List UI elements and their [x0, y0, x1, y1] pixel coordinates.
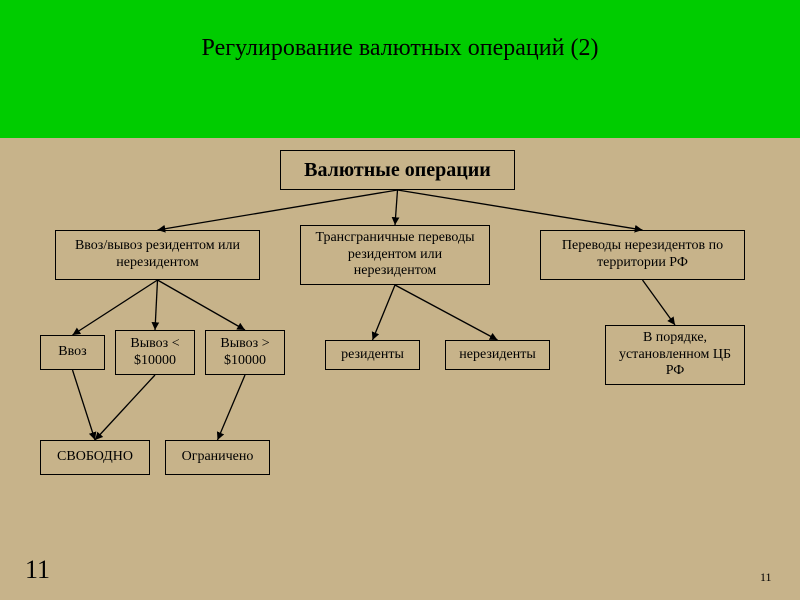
diagram-node-n1a: Ввоз — [40, 335, 105, 370]
diagram-node-n3: Переводы нерезидентов по территории РФ — [540, 230, 745, 280]
diagram-node-n3a: В порядке, установленном ЦБ РФ — [605, 325, 745, 385]
diagram-node-n2b: нерезиденты — [445, 340, 550, 370]
edge-n1-n1a — [73, 280, 158, 335]
edge-n2-n2a — [373, 285, 396, 340]
edge-root-n1 — [158, 190, 398, 230]
diagram-node-free: СВОБОДНО — [40, 440, 150, 475]
edge-n3-n3a — [643, 280, 676, 325]
edge-n1-n1c — [158, 280, 246, 330]
edge-n1b-free — [95, 375, 155, 440]
page-number-large: 11 — [25, 555, 50, 585]
edge-n1c-lim — [218, 375, 246, 440]
diagram-node-n1b: Вывоз < $10000 — [115, 330, 195, 375]
page-number-small: 11 — [760, 570, 772, 585]
edge-root-n3 — [398, 190, 643, 230]
edge-n1a-free — [73, 370, 96, 440]
header-band — [0, 0, 800, 138]
edge-root-n2 — [395, 190, 398, 225]
diagram-node-n1: Ввоз/вывоз резидентом или нерезидентом — [55, 230, 260, 280]
diagram-node-n1c: Вывоз > $10000 — [205, 330, 285, 375]
slide-title: Регулирование валютных операций (2) — [80, 35, 720, 62]
diagram-node-root: Валютные операции — [280, 150, 515, 190]
diagram-node-n2a: резиденты — [325, 340, 420, 370]
slide: Регулирование валютных операций (2) Валю… — [0, 0, 800, 600]
diagram-node-lim: Ограничено — [165, 440, 270, 475]
edge-n2-n2b — [395, 285, 498, 340]
edge-n1-n1b — [155, 280, 158, 330]
diagram-node-n2: Трансграничные переводы резидентом или н… — [300, 225, 490, 285]
